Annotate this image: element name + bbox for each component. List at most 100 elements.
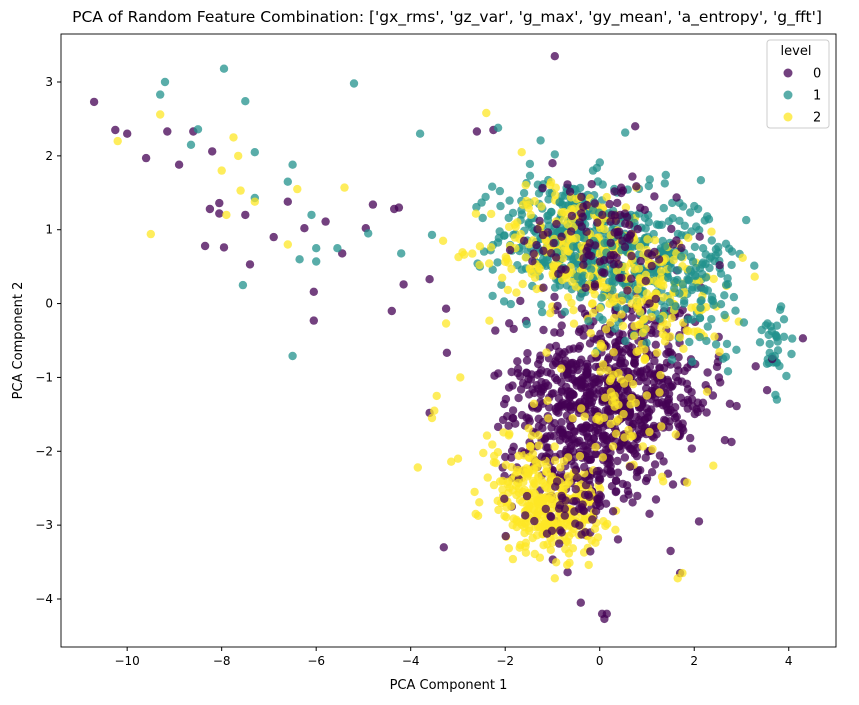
- data-point-level-0: [542, 443, 551, 452]
- data-point-level-2: [738, 253, 747, 262]
- data-point-level-2: [630, 265, 639, 274]
- data-point-level-0: [628, 446, 638, 455]
- data-point-level-1: [160, 77, 170, 87]
- y-tick-label: −3: [35, 518, 53, 532]
- data-point-level-0: [566, 227, 576, 236]
- data-point-level-0: [546, 512, 556, 522]
- data-point-level-2: [632, 294, 641, 303]
- data-point-level-2: [750, 272, 759, 281]
- data-point-level-0: [588, 515, 597, 524]
- data-point-level-0: [522, 491, 532, 501]
- data-point-level-0: [607, 210, 616, 219]
- data-point-level-0: [552, 219, 561, 229]
- data-point-level-1: [550, 150, 559, 159]
- data-point-level-0: [579, 202, 588, 211]
- legend-item-level-1: 1: [783, 89, 821, 104]
- data-point-level-2: [635, 242, 645, 252]
- data-point-level-0: [611, 216, 621, 226]
- data-point-level-0: [215, 198, 224, 208]
- data-point-level-0: [399, 280, 408, 289]
- data-point-level-0: [623, 286, 632, 295]
- data-point-level-2: [624, 425, 633, 435]
- data-point-level-1: [731, 306, 740, 315]
- data-point-level-0: [557, 418, 566, 427]
- data-point-level-0: [667, 224, 676, 234]
- data-point-level-0: [163, 127, 172, 136]
- data-point-level-0: [671, 372, 681, 382]
- data-point-level-0: [549, 238, 558, 248]
- data-point-level-2: [475, 498, 484, 507]
- data-point-level-2: [633, 301, 643, 310]
- data-point-level-0: [554, 269, 563, 278]
- data-point-level-0: [625, 462, 635, 471]
- data-point-level-0: [592, 389, 602, 398]
- data-point-level-1: [685, 265, 695, 274]
- data-point-level-2: [504, 431, 513, 440]
- data-point-level-0: [610, 187, 619, 196]
- data-point-level-0: [425, 275, 434, 284]
- data-point-level-0: [535, 216, 544, 226]
- data-point-level-1: [537, 300, 546, 309]
- x-tick-label: 0: [596, 654, 604, 668]
- data-point-level-0: [508, 381, 517, 390]
- data-point-level-1: [714, 242, 723, 252]
- data-point-level-1: [655, 314, 664, 323]
- data-point-level-0: [644, 413, 653, 422]
- data-point-level-0: [632, 182, 641, 191]
- data-point-level-2: [609, 348, 618, 357]
- data-point-level-0: [674, 353, 683, 362]
- data-point-level-0: [571, 519, 580, 528]
- data-point-level-0: [563, 180, 572, 189]
- data-point-level-0: [627, 251, 636, 261]
- data-point-level-0: [554, 394, 564, 403]
- data-point-level-2: [546, 545, 555, 555]
- data-point-level-1: [488, 265, 497, 274]
- data-point-level-2: [217, 166, 226, 175]
- data-point-level-1: [696, 176, 706, 185]
- data-point-level-1: [659, 203, 668, 213]
- data-point-level-1: [560, 307, 570, 317]
- data-point-level-2: [456, 373, 465, 382]
- data-point-level-0: [595, 375, 605, 384]
- data-point-level-2: [535, 500, 544, 509]
- data-point-level-0: [714, 373, 724, 382]
- data-point-level-2: [612, 417, 621, 426]
- data-point-level-2: [643, 235, 652, 244]
- data-point-level-0: [551, 404, 560, 413]
- data-point-level-1: [238, 280, 248, 290]
- data-point-level-2: [525, 523, 534, 533]
- data-point-level-1: [671, 302, 680, 311]
- data-point-level-2: [598, 343, 607, 352]
- data-point-level-1: [250, 148, 259, 157]
- data-point-level-2: [596, 367, 605, 376]
- data-point-level-0: [513, 357, 522, 366]
- data-point-level-2: [479, 448, 488, 458]
- data-point-level-2: [580, 412, 589, 421]
- data-point-level-1: [493, 123, 503, 132]
- data-point-level-0: [650, 460, 660, 469]
- data-point-level-0: [219, 243, 229, 252]
- data-point-level-1: [664, 217, 673, 226]
- x-axis-label: PCA Component 1: [390, 678, 508, 693]
- data-point-level-0: [538, 183, 547, 193]
- data-point-level-2: [575, 451, 585, 461]
- data-point-level-2: [657, 267, 666, 276]
- data-point-level-0: [664, 399, 674, 408]
- data-point-level-0: [567, 211, 577, 221]
- data-point-level-0: [563, 568, 572, 577]
- data-point-level-0: [517, 410, 527, 420]
- data-point-level-2: [516, 540, 525, 550]
- data-point-level-2: [620, 433, 629, 442]
- data-point-level-2: [522, 196, 531, 206]
- data-point-level-1: [522, 320, 531, 329]
- data-point-level-0: [521, 511, 530, 520]
- data-point-level-0: [651, 294, 660, 304]
- data-point-level-0: [557, 321, 566, 330]
- data-point-level-0: [561, 265, 570, 274]
- data-point-level-1: [720, 310, 729, 320]
- data-point-level-2: [544, 414, 553, 423]
- data-point-level-0: [550, 52, 559, 61]
- data-point-level-1: [525, 159, 535, 169]
- data-point-level-1: [595, 158, 604, 167]
